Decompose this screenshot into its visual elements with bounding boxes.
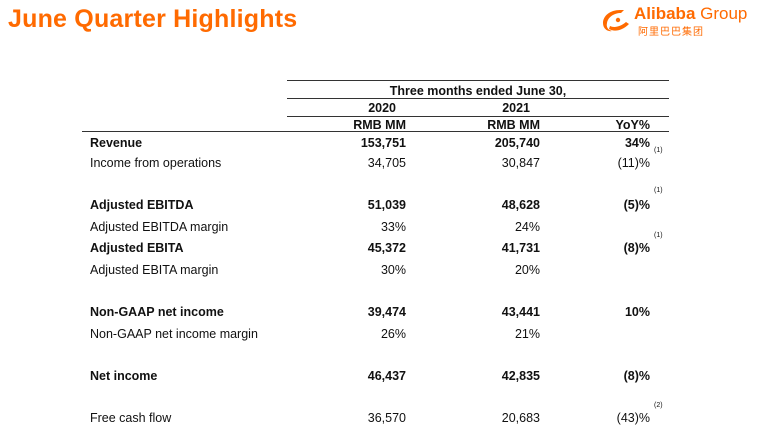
value-2020: 45,372 [367,241,406,255]
logo-chinese-wordmark: 阿里巴巴集团 [638,27,704,38]
year-rule [287,116,669,117]
row-label: Adjusted EBITDA margin [90,220,229,234]
value-2021: 48,628 [501,198,540,212]
value-2020: 34,705 [367,156,406,170]
value-2020: 26% [380,327,406,341]
yoy-header: YoY% [615,118,651,132]
row-label: Net income [90,369,158,383]
row-label: Adjusted EBITDA [90,198,194,212]
logo-wordmark: Alibaba Group [634,4,748,23]
value-2021: 41,731 [501,241,540,255]
header-top-rule [287,80,669,81]
yoy-value: (8)% [623,369,650,383]
value-2020: 153,751 [360,136,406,150]
yoy-value: 10% [624,305,650,319]
value-2020: 51,039 [367,198,406,212]
row-label: Income from operations [90,156,222,170]
value-2020: 39,474 [367,305,406,319]
footnote-marker: (1) [654,232,663,239]
page-title: June Quarter Highlights [8,5,298,33]
yoy-value: (5)% [623,198,650,212]
value-2021: 21% [514,327,540,341]
period-header: Three months ended June 30, [389,84,567,98]
yoy-value: (11)% [617,156,650,170]
row-label: Revenue [90,136,143,150]
value-2021: 20,683 [501,411,540,425]
value-2021: 30,847 [501,156,540,170]
value-2021: 205,740 [494,136,540,150]
row-label: Adjusted EBITA margin [90,263,219,277]
footnote-marker: (1) [654,187,663,194]
value-2021: 20% [514,263,540,277]
header-bottom-rule [82,131,669,132]
year-2020-header: 2020 [368,101,396,115]
alibaba-logo-icon [603,10,629,32]
yoy-value: (8)% [623,241,650,255]
value-2021: 24% [514,220,540,234]
unit-2021-header: RMB MM [487,118,540,132]
company-logo: Alibaba Group 阿里巴巴集团 [600,4,752,38]
footnote-marker: (1) [654,147,663,154]
value-2021: 43,441 [501,305,540,319]
yoy-value: 34% [624,136,650,150]
yoy-value: (43)% [616,411,650,425]
row-label: Free cash flow [90,411,172,425]
unit-2020-header: RMB MM [353,118,406,132]
value-2020: 46,437 [367,369,406,383]
row-label: Non-GAAP net income margin [90,327,258,341]
value-2021: 42,835 [501,369,540,383]
period-rule [287,98,669,99]
footnote-marker: (2) [654,402,663,409]
row-label: Adjusted EBITA [90,241,184,255]
value-2020: 30% [380,263,406,277]
year-2021-header: 2021 [502,101,530,115]
row-label: Non-GAAP net income [90,305,224,319]
value-2020: 36,570 [367,411,406,425]
value-2020: 33% [380,220,406,234]
